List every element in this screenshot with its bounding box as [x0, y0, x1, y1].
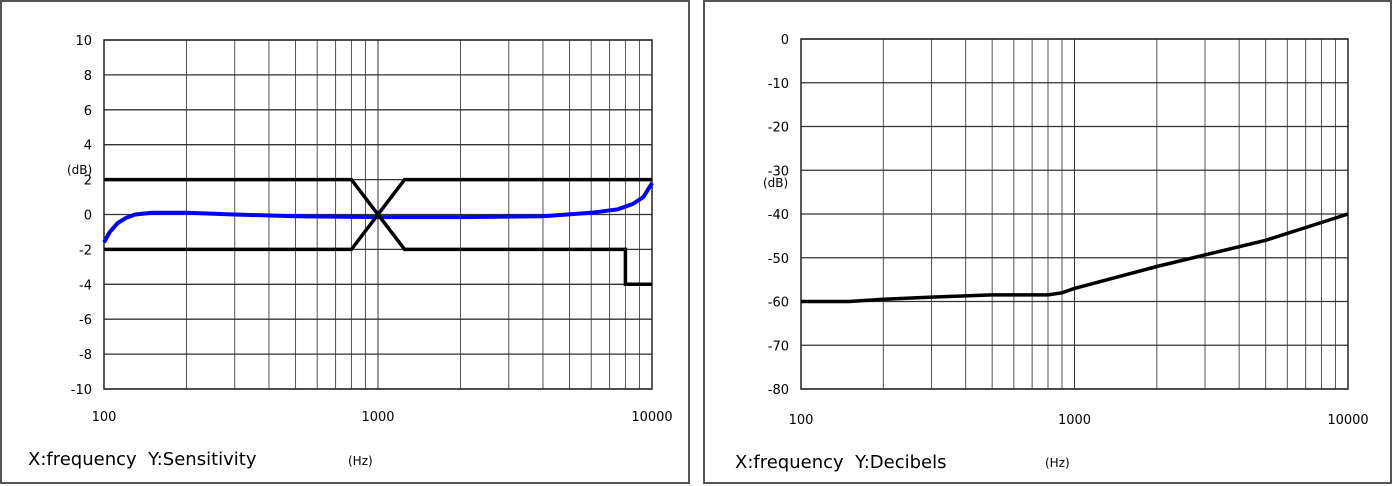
- x-axis-unit: (Hz): [1045, 456, 1070, 470]
- decibels-chart: 0 -10 -20 -30 -40 -50 -60 -70 -80 100 1000 10000 (…: [735, 33, 1369, 473]
- y-tick-label: -20: [768, 121, 789, 136]
- decibels-chart-panel: 0 -10 -20 -30 -40 -50 -60 -70 -80 100 1000 10000 (…: [703, 0, 1392, 484]
- y-tick-label: -2: [79, 243, 92, 258]
- series-layer: [102, 177, 654, 287]
- y-tick-label: 0: [84, 209, 92, 224]
- y-tick-label: -60: [768, 296, 789, 311]
- x-tick-labels: 100 1000 10000: [92, 410, 673, 425]
- x-tick-label: 100: [92, 410, 117, 425]
- x-tick-label: 100: [789, 413, 814, 428]
- y-tick-label: -40: [768, 208, 789, 223]
- sensitivity-chart-panel: 10 8 6 4 2 0 -2 -4 -6 -8 -10 100 1000 10000 (dB) X:f…: [0, 0, 690, 484]
- x-axis-unit: (Hz): [348, 454, 373, 468]
- y-tick-label: 2: [84, 174, 92, 189]
- y-axis-unit: (dB): [67, 163, 92, 177]
- y-axis-unit: (dB): [763, 176, 788, 190]
- plot-frame: [103, 39, 653, 390]
- series-layer: [801, 212, 1349, 304]
- x-tick-label: 1000: [1058, 413, 1091, 428]
- grid: [800, 38, 1349, 390]
- series-line-2: [104, 211, 652, 287]
- x-tick-label: 10000: [1327, 413, 1368, 428]
- y-tick-label: -30: [768, 164, 789, 179]
- y-tick-labels: 0 -10 -20 -30 -40 -50 -60 -70 -80: [768, 33, 789, 398]
- x-tick-label: 1000: [361, 410, 394, 425]
- y-tick-label: -80: [768, 383, 789, 398]
- y-tick-labels: 10 8 6 4 2 0 -2 -4 -6 -8 -10: [71, 34, 92, 398]
- y-tick-label: 8: [84, 69, 92, 84]
- y-tick-label: -50: [768, 252, 789, 267]
- y-tick-label: 4: [84, 139, 92, 154]
- y-tick-label: -4: [79, 278, 92, 293]
- x-tick-labels: 100 1000 10000: [789, 413, 1369, 428]
- series-line-0: [801, 212, 1349, 304]
- chart-caption: X:frequency Y:Sensitivity: [28, 449, 257, 470]
- y-tick-label: -6: [79, 313, 92, 328]
- x-tick-label: 10000: [631, 410, 672, 425]
- y-tick-label: 0: [781, 33, 789, 48]
- chart-caption: X:frequency Y:Decibels: [735, 452, 947, 473]
- y-tick-label: 6: [84, 104, 92, 119]
- y-tick-label: -10: [768, 77, 789, 92]
- y-tick-label: -8: [79, 348, 92, 363]
- y-tick-label: -70: [768, 339, 789, 354]
- sensitivity-chart: 10 8 6 4 2 0 -2 -4 -6 -8 -10 100 1000 10000 (dB) X:f…: [28, 34, 673, 470]
- y-tick-label: 10: [75, 34, 92, 49]
- series-line-0: [102, 182, 654, 244]
- panel-gap: [690, 0, 703, 484]
- y-tick-label: -10: [71, 383, 92, 398]
